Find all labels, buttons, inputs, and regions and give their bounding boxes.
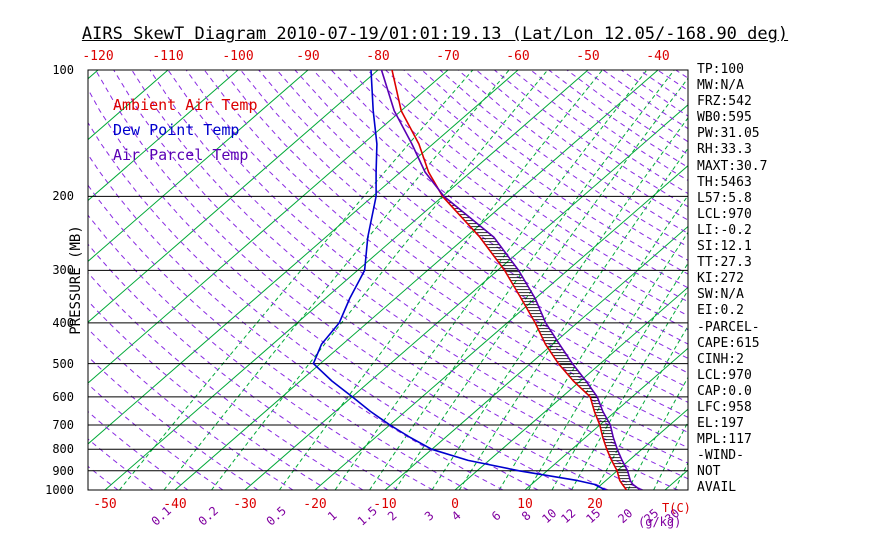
svg-text:100: 100 [52, 63, 74, 77]
stat-line: -PARCEL- [697, 319, 760, 335]
legend-ambient-air-temp: Ambient Air Temp [113, 96, 258, 114]
stat-line: PW:31.05 [697, 126, 760, 142]
svg-text:-40: -40 [163, 497, 186, 512]
stat-line: TT:27.3 [697, 255, 752, 271]
svg-text:-50: -50 [93, 497, 116, 512]
svg-text:200: 200 [52, 189, 74, 203]
stat-line: LCL:970 [697, 367, 752, 383]
svg-text:3: 3 [422, 508, 437, 523]
stat-line: MAXT:30.7 [697, 158, 768, 174]
svg-text:10: 10 [517, 497, 533, 512]
temp-unit-label: T(C) [662, 501, 691, 515]
legend-dew-point-temp: Dew Point Temp [113, 121, 240, 139]
svg-text:0.5: 0.5 [264, 504, 289, 529]
svg-text:0: 0 [451, 497, 459, 512]
svg-text:-50: -50 [576, 49, 599, 64]
stat-line: -WIND- [697, 448, 744, 464]
svg-text:-40: -40 [646, 49, 669, 64]
svg-text:4: 4 [449, 508, 464, 523]
stats-panel: TP:100 MW:N/A FRZ:542 WB0:595 PW:31.05 RH:33.… [697, 62, 767, 497]
stat-line: L57:5.8 [697, 190, 752, 206]
plot-background [88, 70, 688, 490]
svg-text:-80: -80 [366, 49, 389, 64]
svg-text:800: 800 [52, 442, 74, 456]
svg-text:2: 2 [385, 508, 400, 523]
stat-line: MPL:117 [697, 432, 752, 448]
ambient-air-temp-curve [391, 70, 628, 490]
isotherm-lines [88, 70, 688, 490]
svg-text:10: 10 [539, 506, 559, 526]
svg-text:-110: -110 [152, 49, 183, 64]
svg-text:-90: -90 [296, 49, 319, 64]
svg-text:20: 20 [587, 497, 603, 512]
stat-line: EI:0.2 [697, 303, 744, 319]
svg-text:-100: -100 [222, 49, 253, 64]
stat-line: AVAIL [697, 480, 737, 496]
stat-line: SW:N/A [697, 287, 744, 303]
stat-line: CAPE:615 [697, 335, 760, 351]
stat-line: LFC:958 [697, 399, 752, 415]
stat-line: MW:N/A [697, 78, 744, 94]
stat-line: KI:272 [697, 271, 744, 287]
pressure-axis-label: PRESSURE (MB) [68, 225, 84, 335]
svg-text:-30: -30 [233, 497, 256, 512]
air-parcel-temp-curve [380, 70, 641, 490]
svg-text:-60: -60 [506, 49, 529, 64]
svg-text:0.2: 0.2 [196, 504, 221, 529]
stat-line: FRZ:542 [697, 94, 752, 110]
svg-text:-120: -120 [82, 49, 113, 64]
stat-line: CAP:0.0 [697, 383, 752, 399]
stat-line: SI:12.1 [697, 239, 752, 255]
legend: Ambient Air Temp Dew Point Temp Air Parc… [113, 93, 258, 168]
svg-text:-10: -10 [373, 497, 396, 512]
stat-line: WB0:595 [697, 110, 752, 126]
stat-line: TH:5463 [697, 174, 752, 190]
mixing-ratio-lines [119, 70, 688, 490]
svg-text:600: 600 [52, 390, 74, 404]
stat-line: CINH:2 [697, 351, 744, 367]
top-temp-ticks: -120 -110 -100 -90 -80 -70 -60 -50 -40 [82, 49, 669, 64]
pressure-grid-lines [88, 69, 688, 491]
bottom-temp-ticks: -50 -40 -30 -20 -10 0 10 20 [93, 497, 603, 512]
pressure-ticks: 100 200 300 400 500 600 700 800 900 1000 [45, 63, 74, 497]
stat-line: LCL:970 [697, 206, 752, 222]
svg-text:500: 500 [52, 357, 74, 371]
mixing-unit-label: (g/kg) [638, 515, 682, 529]
svg-text:-20: -20 [303, 497, 326, 512]
stat-line: LI:-0.2 [697, 222, 752, 238]
svg-text:1: 1 [325, 508, 340, 523]
stat-line: NOT [697, 464, 721, 480]
svg-text:900: 900 [52, 464, 74, 478]
cape-hatching [441, 193, 638, 489]
stat-line: EL:197 [697, 416, 744, 432]
svg-text:6: 6 [489, 508, 504, 523]
svg-text:1000: 1000 [45, 483, 74, 497]
chart-title: AIRS SkewT Diagram 2010-07-19/01:01:19.1… [81, 24, 789, 44]
svg-text:300: 300 [52, 263, 74, 277]
stat-line: TP:100 [697, 62, 744, 77]
plot-border [87, 69, 689, 491]
stat-line: RH:33.3 [697, 142, 752, 158]
legend-air-parcel-temp: Air Parcel Temp [113, 146, 249, 164]
svg-text:700: 700 [52, 418, 74, 432]
svg-text:12: 12 [558, 506, 578, 526]
dew-point-temp-curve [312, 70, 606, 490]
svg-text:20: 20 [615, 506, 635, 526]
svg-text:-70: -70 [436, 49, 459, 64]
svg-text:400: 400 [52, 316, 74, 330]
